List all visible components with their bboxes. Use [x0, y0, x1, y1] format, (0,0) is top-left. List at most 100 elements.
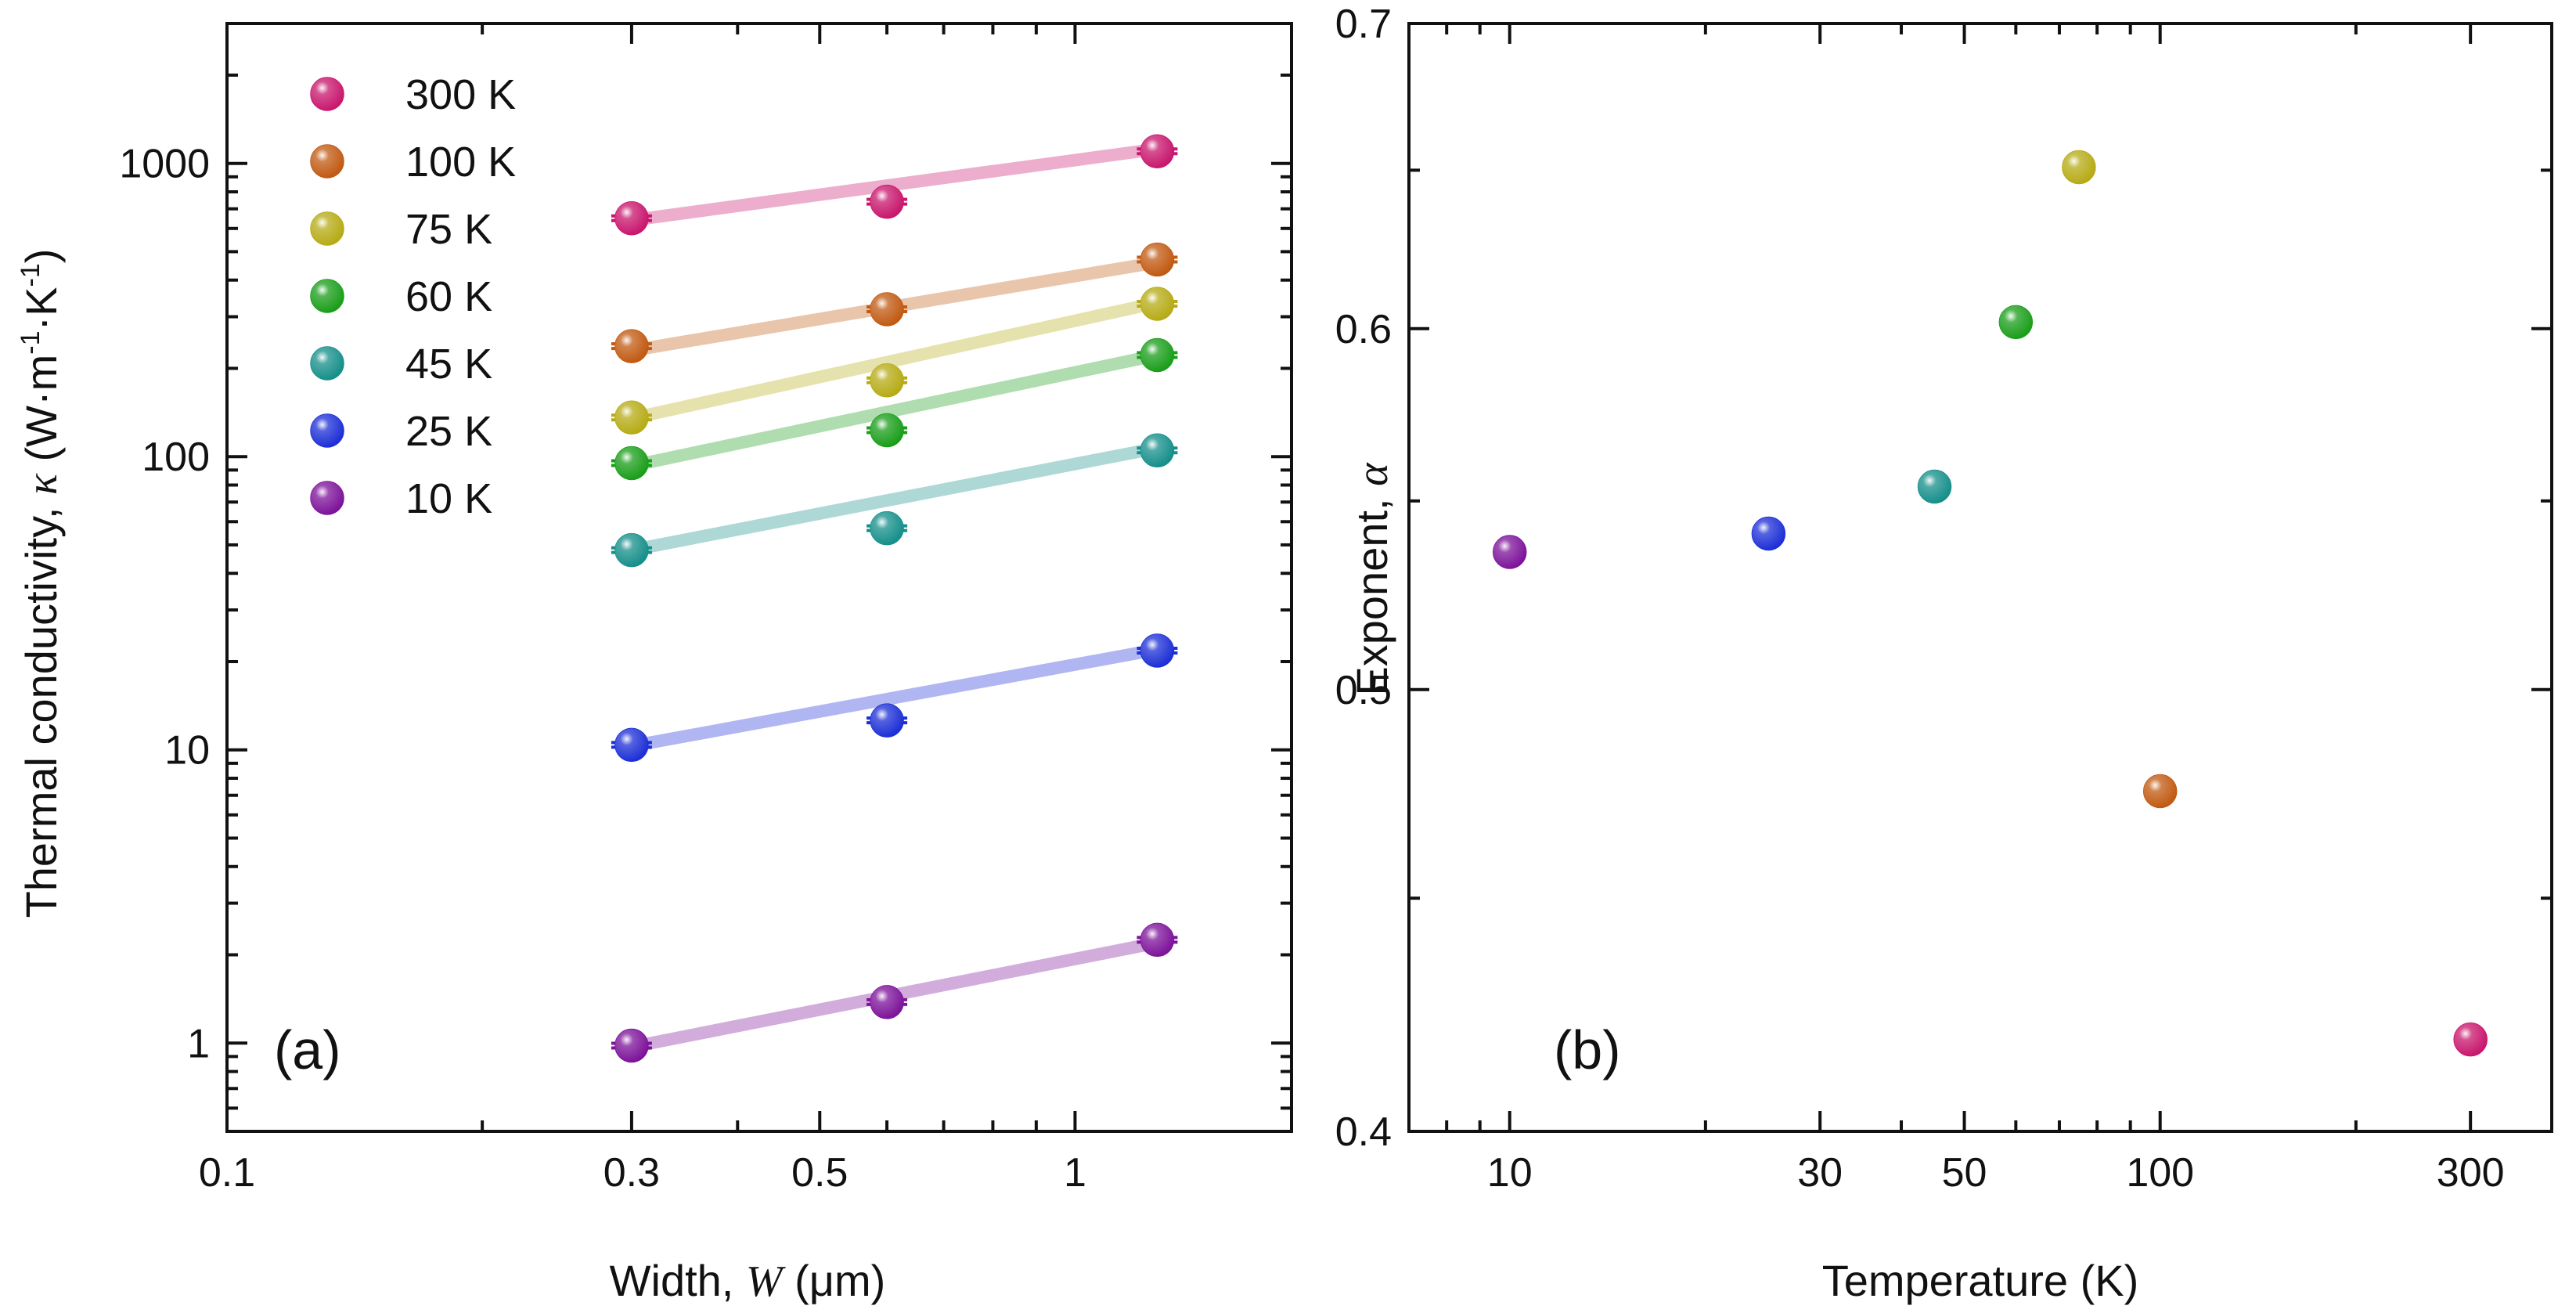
point-300K-0-shine: [614, 201, 648, 235]
point-10K-1: [870, 985, 904, 1019]
panel-a-ylabel: Thermal conductivity, κ (W·m-1·K-1): [16, 249, 67, 918]
point-300K-0: [614, 201, 649, 236]
point-25K-2: [1140, 633, 1175, 668]
legend-label-75K: 75 K: [405, 206, 492, 253]
panel-a-points: [611, 134, 1178, 1063]
point-10K-2: [1140, 922, 1175, 958]
legend-marker-10K-shine: [311, 482, 344, 514]
point-25K-1: [870, 703, 904, 738]
panel-a-xtick-label: 0.3: [603, 1150, 660, 1196]
point-100K-1: [870, 292, 904, 326]
legend-label-300K: 300 K: [405, 71, 516, 118]
point-45K-1-shine: [870, 511, 904, 545]
point-25K-1-shine: [870, 704, 904, 738]
point-300K-1-shine: [870, 185, 904, 218]
point-300K-2: [1140, 134, 1175, 168]
panel-b-ytick-label: 0.5: [1335, 668, 1392, 713]
point-10K-1-shine: [870, 985, 904, 1019]
fit-line-75K: [630, 296, 1159, 425]
exponent-point-75K: [2062, 150, 2096, 185]
legend-marker-100K-shine: [311, 145, 344, 178]
exponent-point-100K-shine: [2143, 774, 2177, 808]
point-45K-2: [1140, 433, 1175, 468]
legend-label-100K: 100 K: [405, 139, 516, 186]
point-100K-0-shine: [614, 330, 648, 363]
panel-b-xtick-label: 30: [1797, 1150, 1843, 1196]
legend-marker-60K: [310, 279, 344, 313]
panel-b-ytick-label: 0.6: [1335, 307, 1392, 352]
point-25K-0-shine: [614, 728, 648, 762]
panel-a-xtick-label: 0.1: [199, 1150, 255, 1196]
exponent-point-300K-shine: [2454, 1023, 2488, 1056]
panel-a-ytick-label: 10: [164, 728, 210, 774]
panel-b-xlabel: Temperature (K): [1822, 1256, 2139, 1305]
fit-line-60K: [630, 348, 1159, 472]
panel-b-xtick-label: 10: [1487, 1150, 1533, 1196]
point-100K-2: [1140, 242, 1175, 277]
legend-marker-25K-shine: [311, 414, 344, 447]
point-60K-0-shine: [614, 446, 648, 480]
point-300K-2-shine: [1140, 135, 1174, 168]
panel-a-frame: [225, 22, 1293, 1133]
panel-a-xlabel: Width, W (μm): [610, 1256, 886, 1306]
legend-label-25K: 25 K: [405, 408, 492, 455]
exponent-point-10K-shine: [1493, 535, 1526, 568]
legend-marker-100K: [310, 144, 344, 179]
point-100K-1-shine: [870, 293, 904, 326]
point-60K-0: [614, 445, 649, 481]
fit-line-25K: [630, 643, 1158, 752]
legend-marker-300K: [310, 77, 344, 111]
panel-a-ytick-label: 100: [142, 435, 210, 480]
point-45K-0-shine: [614, 533, 648, 567]
panel-b-ylabel: Exponent, α: [1347, 462, 1397, 696]
panel-b-ytick-label: 0.4: [1335, 1109, 1392, 1155]
panel-b-frame: [1407, 22, 2553, 1133]
point-300K-1: [870, 184, 904, 219]
point-100K-2-shine: [1140, 243, 1174, 276]
exponent-point-10K: [1492, 535, 1527, 569]
panel-b-ytick-label: 0.7: [1335, 2, 1392, 47]
point-75K-1: [870, 363, 904, 398]
legend-marker-45K-shine: [311, 347, 344, 380]
panel-a-ytick-label: 1000: [119, 142, 210, 187]
panel-a-xtick-label: 1: [1064, 1150, 1086, 1196]
legend-label-60K: 60 K: [405, 273, 492, 320]
exponent-point-300K: [2453, 1022, 2488, 1057]
panel-a-ytick-label: 1: [187, 1021, 210, 1066]
legend-marker-75K-shine: [311, 212, 344, 245]
point-25K-2-shine: [1140, 633, 1174, 667]
legend-marker-25K: [310, 413, 344, 448]
panel-a-legend: 300 K 100 K 75 K 60 K 45 K 25 K 10 K: [310, 71, 516, 522]
point-75K-1-shine: [870, 363, 904, 397]
exponent-point-45K-shine: [1918, 470, 1951, 503]
exponent-point-100K: [2142, 774, 2178, 809]
panel-a-fit-lines: [630, 142, 1159, 1054]
legend-label-10K: 10 K: [405, 475, 492, 522]
legend-marker-45K: [310, 346, 344, 381]
legend-marker-10K: [310, 481, 344, 515]
exponent-point-25K-shine: [1752, 517, 1785, 550]
legend-marker-60K-shine: [311, 280, 344, 312]
exponent-point-75K-shine: [2062, 150, 2095, 184]
panel-b-xtick-label: 50: [1942, 1150, 1987, 1196]
point-60K-2-shine: [1140, 338, 1174, 372]
point-45K-1: [870, 510, 904, 546]
exponent-point-45K: [1917, 469, 1952, 504]
fit-line-300K: [630, 142, 1158, 227]
legend-marker-300K-shine: [311, 78, 344, 110]
exponent-point-60K-shine: [1999, 305, 2033, 339]
point-45K-2-shine: [1140, 434, 1174, 467]
point-60K-1: [870, 413, 904, 448]
panel-a-label: (a): [274, 1019, 341, 1080]
point-10K-0-shine: [614, 1029, 648, 1062]
panel-a: 0.1 0.3 0.5 1 1 10 100 1000 300 K 100 K 75 K 60 K 4…: [16, 22, 1293, 1306]
panel-b-xtick-label: 100: [2126, 1150, 2194, 1196]
legend-marker-75K: [310, 211, 344, 246]
point-75K-0: [614, 400, 649, 435]
panel-a-axes: 0.1 0.3 0.5 1 1 10 100 1000: [119, 22, 1292, 1196]
panel-b-points: [1492, 150, 2488, 1057]
point-10K-0: [614, 1028, 649, 1063]
point-75K-0-shine: [614, 401, 648, 435]
exponent-point-25K: [1751, 516, 1786, 551]
